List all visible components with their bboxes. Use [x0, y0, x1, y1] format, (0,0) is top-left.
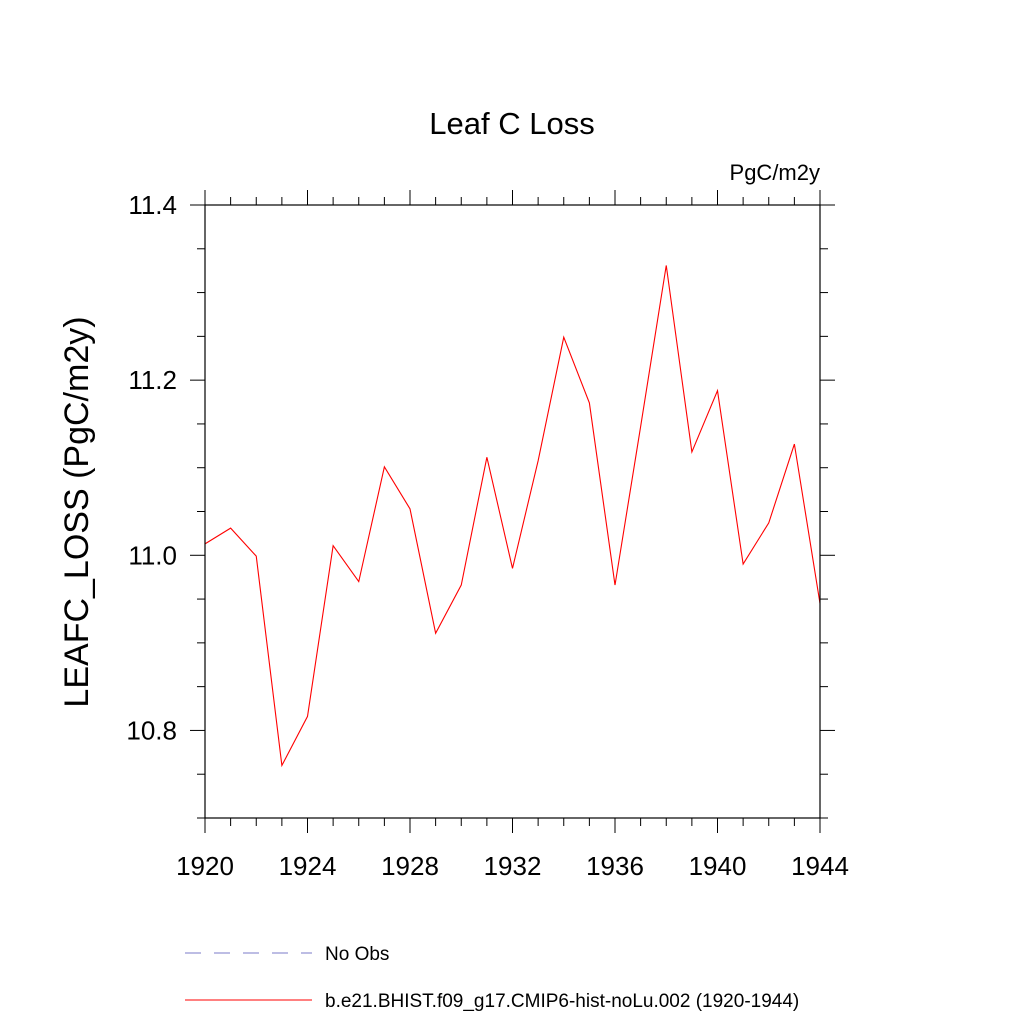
x-tick-label: 1944 [791, 851, 849, 881]
x-tick-label: 1936 [586, 851, 644, 881]
axis-ticks [190, 190, 835, 833]
plot-frame [204, 204, 821, 819]
y-tick-label: 11.0 [128, 540, 177, 570]
x-tick-label: 1920 [176, 851, 234, 881]
series-line [204, 265, 821, 768]
axis-tick-labels: 1920 1924 1928 1932 1936 1940 1944 10.8 11.0 11.2… [126, 190, 849, 881]
y-tick-label: 10.8 [126, 715, 177, 745]
x-tick-label: 1928 [381, 851, 439, 881]
y-axis-label: LEAFC_LOSS (PgC/m2y) [58, 316, 96, 707]
x-tick-label: 1924 [279, 851, 337, 881]
legend-label: No Obs [325, 944, 389, 965]
x-tick-label: 1940 [689, 851, 747, 881]
legend-label: b.e21.BHIST.f09_g17.CMIP6-hist-noLu.002 … [325, 991, 799, 1012]
chart-title: Leaf C Loss [429, 106, 594, 141]
y-tick-label: 11.2 [128, 365, 177, 395]
legend: No Obs b.e21.BHIST.f09_g17.CMIP6-hist-noL… [185, 944, 799, 1012]
y-tick-label: 11.4 [128, 190, 177, 220]
units-label: PgC/m2y [730, 160, 820, 185]
data-series [204, 265, 821, 768]
x-tick-label: 1932 [484, 851, 542, 881]
